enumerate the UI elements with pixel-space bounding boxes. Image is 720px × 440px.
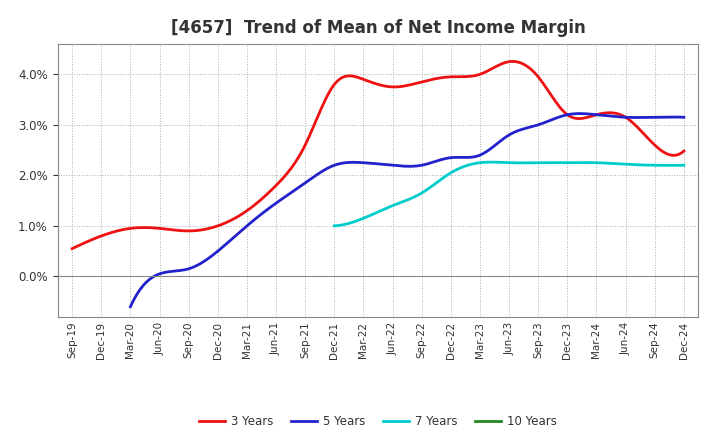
Title: [4657]  Trend of Mean of Net Income Margin: [4657] Trend of Mean of Net Income Margi… <box>171 19 585 37</box>
Legend: 3 Years, 5 Years, 7 Years, 10 Years: 3 Years, 5 Years, 7 Years, 10 Years <box>194 410 562 433</box>
